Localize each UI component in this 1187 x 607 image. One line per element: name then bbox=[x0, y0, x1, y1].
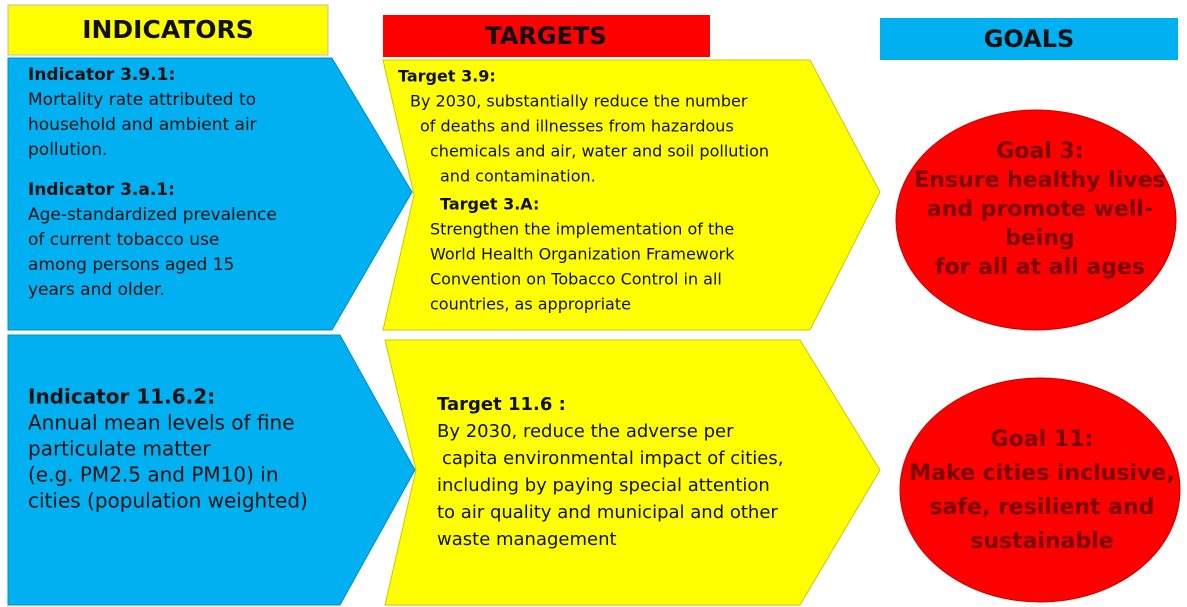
indicator-title: Indicator 3.9.1: bbox=[28, 65, 175, 85]
targets-header: TARGETS bbox=[485, 22, 606, 50]
goal-circle bbox=[899, 377, 1181, 603]
target-title: Target 3.A: bbox=[440, 195, 539, 214]
goal-text: Goal 3: bbox=[996, 139, 1083, 164]
target-text: World Health Organization Framework bbox=[430, 245, 735, 264]
indicator-text: household and ambient air bbox=[28, 115, 257, 135]
goals-header-box bbox=[880, 18, 1178, 60]
target-text: and contamination. bbox=[440, 167, 596, 186]
indicator-title: Indicator 3.a.1: bbox=[28, 180, 175, 200]
indicator-chevron bbox=[7, 57, 413, 331]
indicators-header-box bbox=[7, 4, 329, 56]
indicator-text: cities (population weighted) bbox=[28, 489, 308, 513]
target-text: waste management bbox=[437, 529, 617, 550]
target-text: of deaths and illnesses from hazardous bbox=[420, 117, 734, 136]
goal-text: sustainable bbox=[970, 529, 1113, 554]
target-text: including by paying special attention bbox=[437, 475, 770, 496]
goal-text: safe, resilient and bbox=[930, 495, 1155, 520]
target-text: chemicals and air, water and soil pollut… bbox=[430, 142, 769, 161]
target-text: capita environmental impact of cities, bbox=[442, 448, 783, 469]
goal-text: being bbox=[1005, 226, 1075, 251]
indicator-chevron bbox=[7, 334, 416, 606]
indicator-text: Age-standardized prevalence bbox=[28, 205, 277, 225]
target-text: By 2030, reduce the adverse per bbox=[437, 421, 734, 442]
target-text: Strengthen the implementation of the bbox=[430, 220, 734, 239]
target-text: countries, as appropriate bbox=[430, 295, 631, 314]
target-text: to air quality and municipal and other bbox=[437, 502, 778, 523]
target-chevron bbox=[382, 59, 881, 331]
target-title: Target 11.6 : bbox=[437, 394, 566, 415]
indicator-text: among persons aged 15 bbox=[28, 255, 234, 275]
indicator-text: years and older. bbox=[28, 280, 165, 300]
indicator-text: Annual mean levels of fine bbox=[28, 411, 295, 435]
goal-circle bbox=[895, 109, 1177, 331]
indicator-title: Indicator 11.6.2: bbox=[28, 385, 215, 409]
targets-header-box bbox=[383, 15, 710, 57]
indicator-text: pollution. bbox=[28, 140, 107, 160]
goal-text: Ensure healthy lives bbox=[914, 168, 1165, 193]
goal-text: and promote well- bbox=[927, 197, 1153, 222]
indicator-text: particulate matter bbox=[28, 437, 211, 461]
indicator-text: (e.g. PM2.5 and PM10) in bbox=[28, 463, 279, 487]
target-title: Target 3.9: bbox=[398, 67, 496, 86]
indicator-text: of current tobacco use bbox=[28, 230, 219, 250]
goal-text: Make cities inclusive, bbox=[909, 461, 1174, 486]
target-text: By 2030, substantially reduce the number bbox=[410, 92, 748, 111]
target-chevron bbox=[384, 339, 881, 606]
indicators-header: INDICATORS bbox=[82, 15, 254, 44]
goal-text: for all at all ages bbox=[935, 255, 1145, 280]
goal-text: Goal 11: bbox=[991, 427, 1094, 452]
indicator-text: Mortality rate attributed to bbox=[28, 90, 256, 110]
target-text: Convention on Tobacco Control in all bbox=[430, 270, 722, 289]
goals-header: GOALS bbox=[984, 25, 1075, 53]
